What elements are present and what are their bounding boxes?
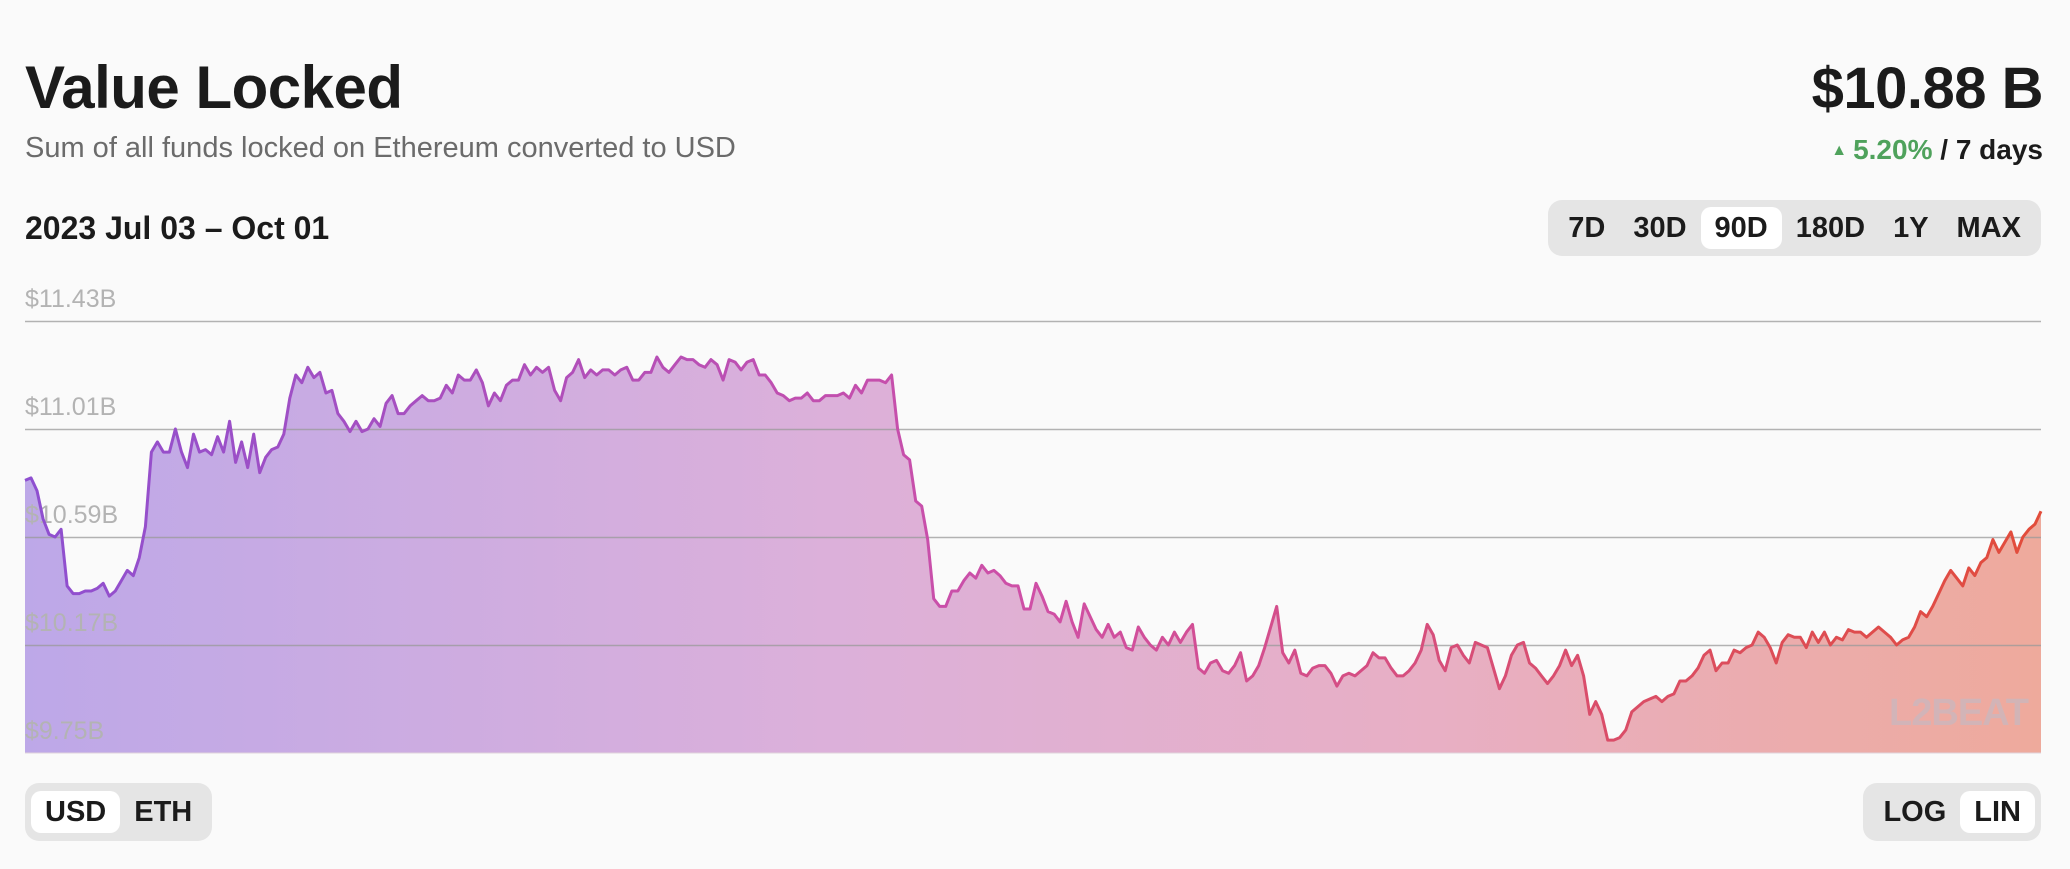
page-subtitle: Sum of all funds locked on Ethereum conv… (25, 132, 736, 164)
time-option-180d[interactable]: 180D (1795, 212, 1866, 244)
series-line (24, 355, 2043, 742)
change-percent: 5.20% (1853, 134, 1933, 165)
time-option-max[interactable]: MAX (1956, 212, 2021, 244)
weekly-change: ▲ 5.20% / 7 days (1831, 132, 2043, 169)
total-value: $10.88 B (1811, 56, 2044, 121)
y-tick-label: $11.01B (25, 393, 116, 421)
arrow-up-icon: ▲ (1831, 142, 1848, 159)
series-area (25, 357, 2041, 753)
change-period: / 7 days (1940, 134, 2043, 165)
unit-option-eth[interactable]: ETH (134, 796, 193, 828)
unit-option-usd[interactable]: USD (31, 791, 121, 833)
y-tick-label: $11.43B (25, 285, 116, 313)
time-option-7d[interactable]: 7D (1568, 212, 1606, 244)
y-tick-label: $9.75B (25, 717, 104, 745)
scale-selector: LOG LIN (1863, 783, 2041, 841)
y-tick-label: $10.59B (25, 501, 118, 529)
time-option-90d[interactable]: 90D (1700, 207, 1782, 249)
y-tick-label: $10.17B (25, 609, 118, 637)
time-option-30d[interactable]: 30D (1633, 212, 1687, 244)
date-range: 2023 Jul 03 – Oct 01 (25, 210, 330, 246)
page-title: Value Locked (25, 54, 403, 121)
scale-option-lin[interactable]: LIN (1960, 791, 2035, 833)
l2beat-watermark: L2BEAT (1889, 692, 2029, 734)
time-option-1y[interactable]: 1Y (1893, 212, 1929, 244)
scale-option-log[interactable]: LOG (1883, 796, 1947, 828)
unit-selector: USD ETH (25, 783, 213, 841)
time-range-selector: 7D 30D 90D 180D 1Y MAX (1548, 200, 2041, 256)
